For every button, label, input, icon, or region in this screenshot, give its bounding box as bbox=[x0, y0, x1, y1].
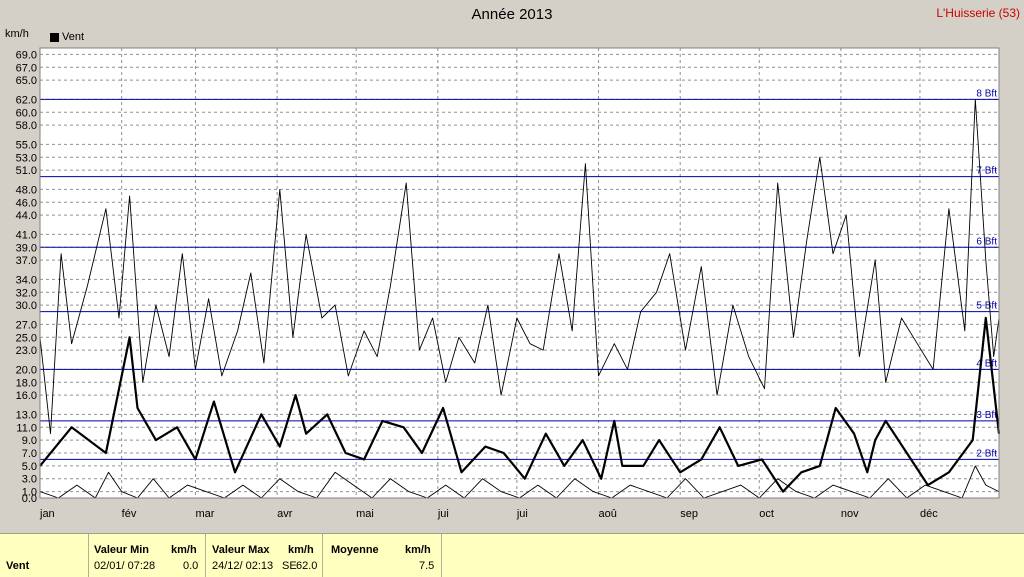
plot-border bbox=[39, 47, 1000, 499]
y-tick-label: 37.0 bbox=[16, 255, 37, 267]
beaufort-label: 5 Bft bbox=[976, 301, 997, 312]
stats-footer: Vent Valeur Min km/h 02/01/ 07:28 0.0 Va… bbox=[0, 533, 1024, 577]
y-tick-label: 48.0 bbox=[16, 184, 37, 196]
y-tick-label: 41.0 bbox=[16, 229, 37, 241]
y-tick-label: 27.0 bbox=[16, 319, 37, 331]
beaufort-label: 4 Bft bbox=[976, 358, 997, 369]
max-date: 24/12/ 02:13 bbox=[212, 560, 274, 572]
y-tick-label: 60.0 bbox=[16, 107, 37, 119]
x-tick-label: mai bbox=[356, 508, 374, 520]
y-tick-label: 39.0 bbox=[16, 242, 37, 254]
max-label: Valeur Max bbox=[212, 544, 270, 556]
beaufort-label: 7 Bft bbox=[976, 166, 997, 177]
plot-area bbox=[40, 48, 999, 498]
y-tick-label: 16.0 bbox=[16, 390, 37, 402]
y-tick-label: 1.0 bbox=[22, 487, 37, 499]
y-tick-label: 13.0 bbox=[16, 409, 37, 421]
beaufort-label: 2 Bft bbox=[976, 448, 997, 459]
beaufort-label: 6 Bft bbox=[976, 236, 997, 247]
y-tick-label: 53.0 bbox=[16, 152, 37, 164]
legend: Vent bbox=[50, 31, 84, 43]
legend-swatch bbox=[50, 32, 59, 42]
x-tick-label: jui bbox=[437, 508, 449, 520]
y-tick-label: 5.0 bbox=[22, 461, 37, 473]
x-tick-labels: jan fév mar avr mai jui jui aoû sep oct nov déc bbox=[39, 508, 938, 520]
x-tick-label: mar bbox=[195, 508, 214, 520]
y-tick-labels: 0.01.03.05.07.09.011.013.0 16.018.020.0 23… bbox=[16, 49, 37, 505]
y-tick-label: 7.0 bbox=[22, 448, 37, 460]
y-tick-label: 58.0 bbox=[16, 120, 37, 132]
y-tick-label: 3.0 bbox=[22, 474, 37, 486]
mean-label: Moyenne bbox=[331, 544, 379, 556]
y-tick-label: 51.0 bbox=[16, 165, 37, 177]
min-value: 0.0 bbox=[183, 560, 199, 572]
min-cell: Valeur Min km/h 02/01/ 07:28 0.0 bbox=[88, 534, 205, 577]
y-tick-label: 44.0 bbox=[16, 210, 37, 222]
series-line-rafales bbox=[39, 98, 1000, 435]
beaufort-label: 8 Bft bbox=[976, 88, 997, 99]
y-tick-label: 67.0 bbox=[16, 62, 37, 74]
x-tick-label: oct bbox=[759, 508, 774, 520]
mean-unit: km/h bbox=[405, 544, 431, 556]
x-tick-label: aoû bbox=[599, 508, 617, 520]
x-tick-label: jan bbox=[39, 508, 55, 520]
x-tick-label: déc bbox=[920, 508, 938, 520]
footer-series-label: Vent bbox=[6, 560, 30, 572]
station-name: L'Huisserie (53) bbox=[936, 6, 1020, 20]
max-direction: SE bbox=[282, 560, 297, 572]
y-tick-label: 55.0 bbox=[16, 139, 37, 151]
x-tick-label: fév bbox=[122, 508, 137, 520]
mean-value: 7.5 bbox=[419, 560, 435, 572]
y-tick-label: 0.0 bbox=[22, 493, 37, 505]
x-tick-label: avr bbox=[277, 508, 293, 520]
y-tick-label: 34.0 bbox=[16, 274, 37, 286]
min-unit: km/h bbox=[171, 544, 197, 556]
y-tick-label: 11.0 bbox=[16, 422, 37, 434]
x-tick-label: nov bbox=[841, 508, 859, 520]
y-tick-label: 18.0 bbox=[16, 377, 37, 389]
beaufort-lines: 2 Bft 3 Bft 4 Bft 5 Bft 6 Bft 7 Bft 8 Bft bbox=[40, 88, 999, 460]
y-tick-label: 30.0 bbox=[16, 300, 37, 312]
x-tick-label: sep bbox=[680, 508, 698, 520]
mean-cell: Moyenne km/h 7.5 bbox=[322, 534, 442, 577]
y-tick-label: 32.0 bbox=[16, 287, 37, 299]
y-tick-label: 46.0 bbox=[16, 197, 37, 209]
series-line-vent bbox=[39, 316, 1001, 493]
y-tick-label: 69.0 bbox=[16, 49, 37, 61]
y-tick-label: 62.0 bbox=[16, 94, 37, 106]
max-cell: Valeur Max km/h 24/12/ 02:13 SE 62.0 bbox=[205, 534, 322, 577]
beaufort-label: 3 Bft bbox=[976, 410, 997, 421]
min-label: Valeur Min bbox=[94, 544, 150, 556]
min-date: 02/01/ 07:28 bbox=[94, 560, 156, 572]
y-axis-unit: km/h bbox=[5, 28, 29, 40]
y-tick-label: 20.0 bbox=[16, 364, 37, 376]
max-unit: km/h bbox=[288, 544, 314, 556]
x-tick-label: jui bbox=[516, 508, 528, 520]
y-tick-label: 25.0 bbox=[16, 332, 37, 344]
y-tick-label: 23.0 bbox=[16, 345, 37, 357]
max-value: 62.0 bbox=[296, 560, 318, 572]
y-tick-label: 9.0 bbox=[22, 435, 37, 447]
chart-title: Année 2013 bbox=[471, 6, 553, 23]
y-tick-label: 65.0 bbox=[16, 75, 37, 87]
legend-label: Vent bbox=[62, 31, 85, 43]
